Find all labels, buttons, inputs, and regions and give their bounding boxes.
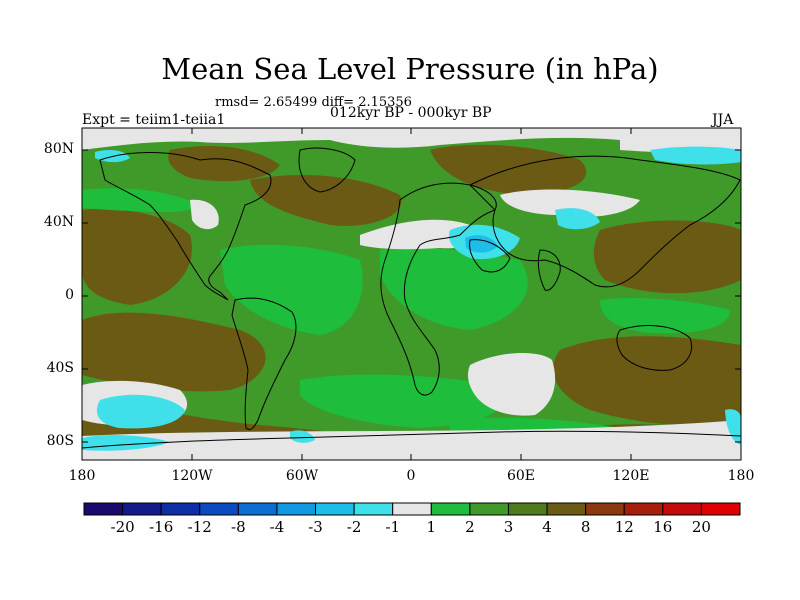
experiment-label: Expt = teiim1-teiia1	[82, 112, 226, 128]
y-tick-40n: 40N	[43, 214, 74, 230]
colorbar-label: 3	[503, 518, 514, 536]
antarctica-coast	[82, 430, 741, 449]
x-tick-180e: 180	[727, 468, 755, 484]
colorbar-swatch	[276, 502, 317, 516]
colorbar-label: -1	[385, 518, 401, 536]
x-tick-0: 0	[406, 468, 416, 484]
europe-africa-coast	[380, 182, 497, 396]
x-tick-120e: 120E	[612, 468, 650, 484]
x-tick-60e: 60E	[506, 468, 536, 484]
colorbar-swatch	[199, 502, 239, 516]
colorbar-label: -20	[110, 518, 135, 536]
south-america-coast	[231, 297, 297, 431]
pressure-field	[82, 128, 741, 460]
colorbar-swatch	[662, 502, 702, 516]
y-tick-0: 0	[65, 287, 74, 303]
colorbar-swatch	[585, 502, 625, 516]
colorbar-swatch	[623, 502, 664, 516]
colorbar-label: 12	[614, 518, 634, 536]
colorbar-swatch	[353, 502, 394, 516]
colorbar-label: -12	[187, 518, 212, 536]
x-tick-180w: 180	[68, 468, 96, 484]
north-america-coast	[99, 152, 272, 301]
colorbar-label: 1	[426, 518, 437, 536]
season-label: JJA	[712, 112, 734, 128]
asia-coast	[469, 155, 741, 288]
stats-line: rmsd= 2.65499 diff= 2.15356	[215, 95, 412, 110]
colorbar-swatch	[237, 502, 278, 516]
australia-coast	[616, 325, 693, 371]
colorbar-label: -8	[231, 518, 246, 536]
map-subtitle: 012kyr BP - 000kyr BP	[330, 105, 492, 121]
india-coast	[537, 249, 561, 291]
colorbar-label: 8	[580, 518, 591, 536]
neutral-regions	[82, 128, 741, 460]
colorbar-swatch	[160, 502, 201, 516]
colorbar	[83, 502, 741, 516]
colorbar-label: 16	[653, 518, 673, 536]
colorbar-label: 4	[542, 518, 552, 536]
y-axis-ticks	[82, 149, 741, 443]
x-tick-120w: 120W	[171, 468, 213, 484]
colorbar-label: 2	[465, 518, 475, 536]
arabia-coast	[469, 239, 511, 273]
x-axis-ticks	[81, 128, 742, 460]
colorbar-label: -2	[346, 518, 362, 536]
colorbar-swatch	[546, 502, 587, 516]
greenland-coast	[298, 147, 356, 193]
colorbar-swatch	[507, 502, 548, 516]
colorbar-swatch	[469, 502, 509, 516]
x-tick-60w: 60W	[285, 468, 319, 484]
coastlines	[82, 147, 741, 449]
colorbar-swatch	[430, 502, 471, 516]
colorbar-swatch	[83, 502, 124, 516]
colorbar-swatch	[122, 502, 162, 516]
colorbar-label: -3	[308, 518, 323, 536]
colorbar-swatch	[315, 502, 355, 516]
y-tick-80n: 80N	[43, 141, 74, 157]
colorbar-label: -16	[149, 518, 174, 536]
colorbar-label: 20	[691, 518, 711, 536]
map-title: Mean Sea Level Pressure (in hPa)	[161, 52, 659, 86]
y-tick-80s: 80S	[46, 433, 74, 449]
y-tick-40s: 40S	[46, 360, 74, 376]
colorbar-swatch	[700, 502, 741, 516]
colorbar-label: -4	[269, 518, 285, 536]
colorbar-swatch	[392, 502, 432, 516]
